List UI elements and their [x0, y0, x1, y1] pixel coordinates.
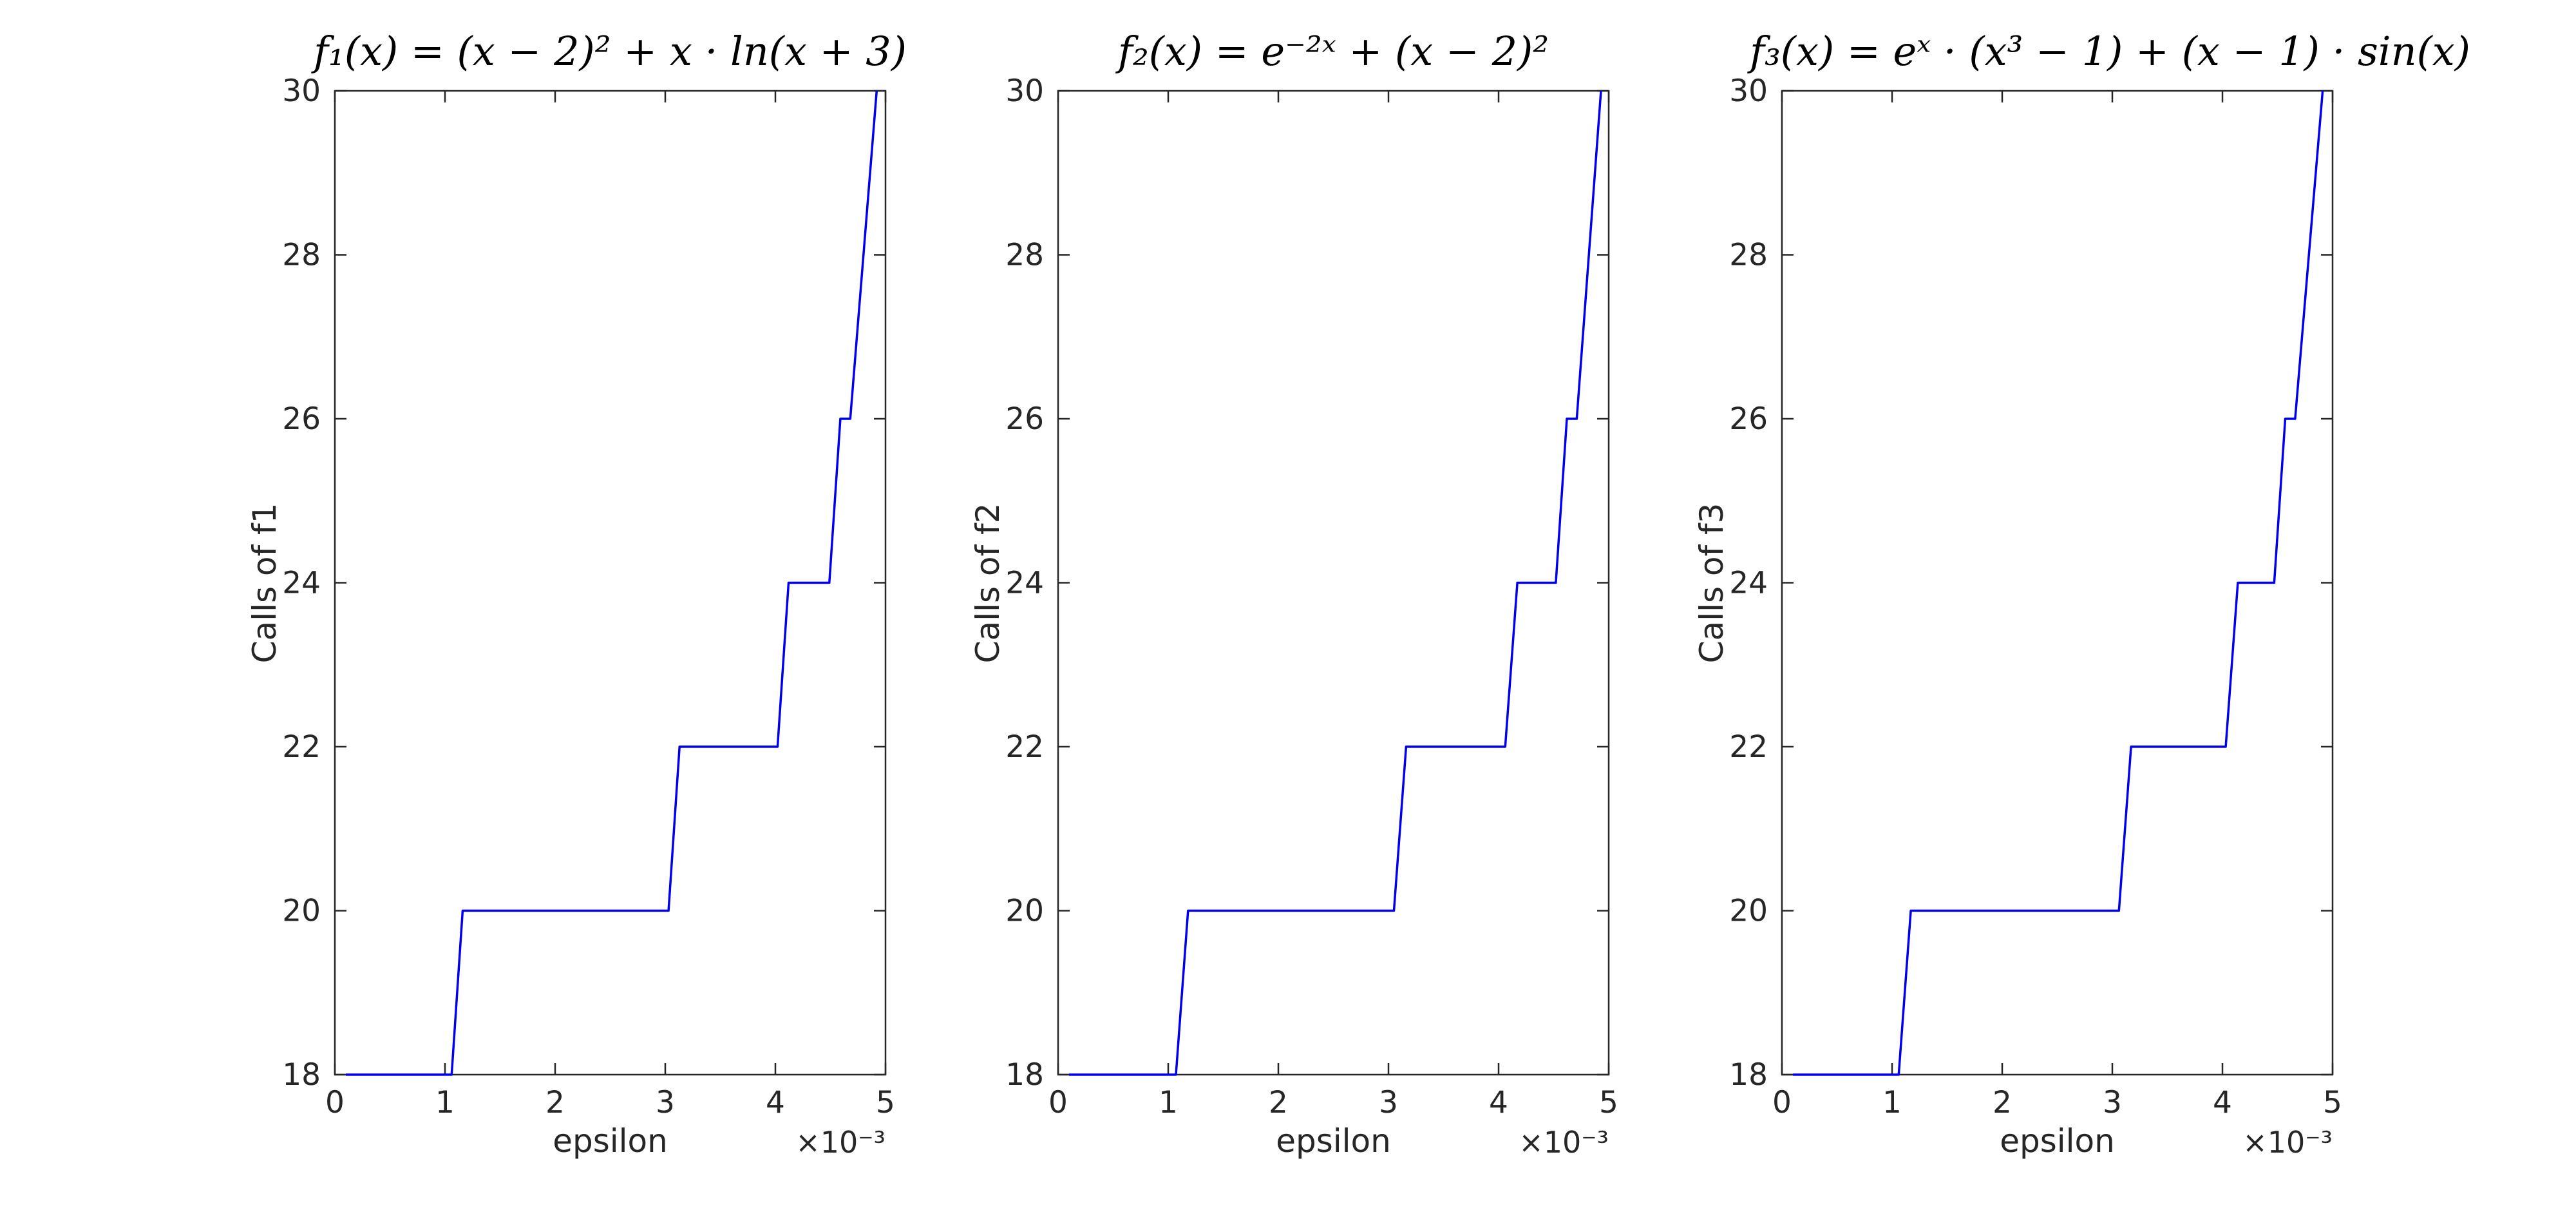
y-tick-label: 26	[1729, 401, 1768, 437]
x-tick-label: 3	[656, 1085, 675, 1120]
x-tick-label: 4	[766, 1085, 785, 1120]
y-tick-label: 18	[282, 1057, 321, 1093]
y-axis-label: Calls of f2	[969, 503, 1007, 664]
x-tick-label: 2	[545, 1085, 565, 1120]
y-tick-label: 30	[1005, 73, 1044, 109]
y-tick-label: 26	[282, 401, 321, 437]
x-tick-label: 4	[2213, 1085, 2232, 1120]
series-calls-of-f2	[1069, 90, 1602, 1076]
y-tick-label: 28	[282, 238, 321, 273]
chart-title: f₁(x) = (x − 2)² + x · ln(x + 3)	[314, 28, 907, 75]
x-axis-multiplier: ×10⁻³	[2242, 1125, 2333, 1160]
chart-title: f₂(x) = e⁻²ˣ + (x − 2)²	[1117, 28, 1549, 75]
x-tick-label: 0	[1772, 1085, 1792, 1120]
y-tick-label: 28	[1005, 238, 1044, 273]
plot-area-f1: 0 1 2 3 4 5 18 20 22 24 26 28 30	[282, 73, 895, 1120]
y-tick-label: 20	[1005, 894, 1044, 929]
y-tick-label: 22	[1005, 729, 1044, 765]
x-axis-label: epsilon	[2000, 1122, 2115, 1160]
series-calls-of-f3	[1793, 90, 2324, 1076]
x-tick-label: 4	[1489, 1085, 1508, 1120]
y-tick-label: 22	[282, 729, 321, 765]
x-axis-multiplier: ×10⁻³	[795, 1125, 886, 1160]
plot-area-f2: 0 1 2 3 4 5 18 20 22 24 26 28 30	[1005, 73, 1618, 1120]
y-tick-label: 24	[1005, 566, 1044, 601]
x-tick-label: 0	[325, 1085, 345, 1120]
y-tick-label: 22	[1729, 729, 1768, 765]
plot-area-f3: 0 1 2 3 4 5 18 20 22 24 26 28 30	[1729, 73, 2342, 1120]
y-axis-label: Calls of f3	[1693, 503, 1730, 664]
subplot-f3: 0 1 2 3 4 5 18 20 22 24 26 28 30 f₃(x) = eˣ · (x³ − …	[1627, 0, 2470, 1208]
x-tick-label: 5	[2323, 1085, 2342, 1120]
subplot-f1: 0 1 2 3 4 5 18 20 22 24 26 28 30 f₁(x) = (x − 2)² + …	[180, 0, 966, 1208]
x-tick-label: 5	[876, 1085, 895, 1120]
subplot-f2: 0 1 2 3 4 5 18 20 22 24 26 28 30 f₂(x) = e⁻²ˣ + (x −…	[904, 0, 1689, 1208]
x-tick-label: 1	[1159, 1085, 1178, 1120]
x-axis-label: epsilon	[553, 1122, 668, 1160]
x-axis-label: epsilon	[1276, 1122, 1391, 1160]
y-tick-label: 20	[282, 894, 321, 929]
x-tick-label: 3	[1379, 1085, 1398, 1120]
chart-title: f₃(x) = eˣ · (x³ − 1) + (x − 1) · sin(x)	[1750, 28, 2470, 75]
x-axis-multiplier: ×10⁻³	[1519, 1125, 1609, 1160]
y-tick-label: 30	[1729, 73, 1768, 109]
x-tick-label: 1	[435, 1085, 455, 1120]
x-tick-label: 2	[1269, 1085, 1288, 1120]
y-axis-label: Calls of f1	[246, 503, 283, 664]
y-tick-label: 26	[1005, 401, 1044, 437]
y-tick-label: 30	[282, 73, 321, 109]
y-tick-label: 20	[1729, 894, 1768, 929]
x-tick-label: 3	[2103, 1085, 2122, 1120]
y-tick-label: 18	[1005, 1057, 1044, 1093]
x-tick-label: 1	[1882, 1085, 1902, 1120]
x-tick-label: 0	[1048, 1085, 1068, 1120]
y-tick-label: 18	[1729, 1057, 1768, 1093]
series-calls-of-f1	[346, 90, 878, 1076]
y-tick-label: 24	[282, 566, 321, 601]
y-tick-label: 24	[1729, 566, 1768, 601]
x-tick-label: 5	[1599, 1085, 1618, 1120]
y-tick-label: 28	[1729, 238, 1768, 273]
x-tick-label: 2	[1993, 1085, 2012, 1120]
